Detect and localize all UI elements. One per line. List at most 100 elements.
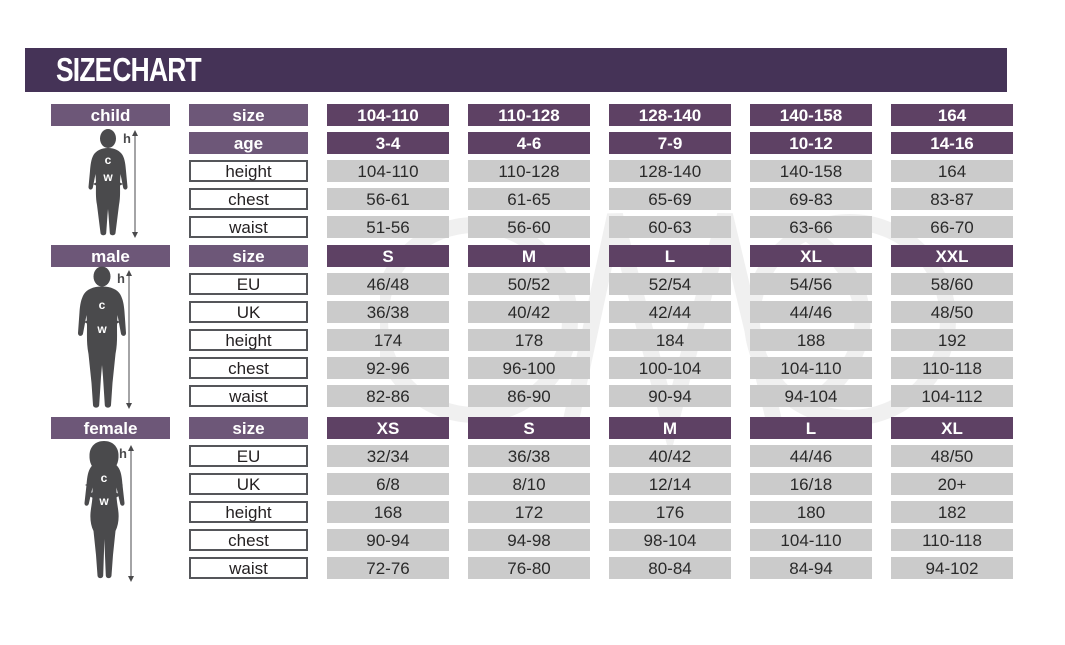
cell-male-size-3: XL — [750, 245, 872, 267]
cell-female-UK-2: 12/14 — [609, 473, 731, 495]
cell-male-chest-0: 92-96 — [327, 357, 449, 379]
cell-female-chest-3: 104-110 — [750, 529, 872, 551]
male-waist-label: w — [96, 322, 107, 336]
row-label-child-size: size — [189, 104, 308, 126]
page-title: SIZE CHART — [56, 51, 202, 88]
cell-child-height-4: 164 — [891, 160, 1013, 182]
female-height-label: h — [119, 446, 127, 461]
size-table-grid-male: male size S M L XL XXL EU 46/48 50/52 52/54 54/56 58… — [51, 245, 1013, 407]
male-body — [78, 286, 126, 408]
cell-male-waist-1: 86-90 — [468, 385, 590, 407]
male-head — [93, 266, 111, 287]
cell-male-waist-3: 94-104 — [750, 385, 872, 407]
cell-male-EU-1: 50/52 — [468, 273, 590, 295]
row-label-child-waist: waist — [189, 216, 308, 238]
row-label-female-UK: UK — [189, 473, 308, 495]
cell-child-waist-0: 51-56 — [327, 216, 449, 238]
cell-child-age-1: 4-6 — [468, 132, 590, 154]
cell-female-waist-3: 84-94 — [750, 557, 872, 579]
row-label-female-EU: EU — [189, 445, 308, 467]
cell-child-size-3: 140-158 — [750, 104, 872, 126]
row-label-female-waist: waist — [189, 557, 308, 579]
cell-child-size-2: 128-140 — [609, 104, 731, 126]
section-header-child: child — [51, 104, 170, 126]
cell-male-waist-2: 90-94 — [609, 385, 731, 407]
cell-male-height-4: 192 — [891, 329, 1013, 351]
cell-female-UK-3: 16/18 — [750, 473, 872, 495]
cell-male-chest-3: 104-110 — [750, 357, 872, 379]
cell-female-UK-1: 8/10 — [468, 473, 590, 495]
female-body — [84, 461, 125, 579]
cell-child-waist-2: 60-63 — [609, 216, 731, 238]
row-label-male-chest: chest — [189, 357, 308, 379]
title-bar: SIZE CHART — [25, 48, 1007, 92]
male-chest-label: c — [99, 298, 106, 312]
cell-male-UK-3: 44/46 — [750, 301, 872, 323]
cell-child-waist-1: 56-60 — [468, 216, 590, 238]
cell-female-height-2: 176 — [609, 501, 731, 523]
cell-child-chest-4: 83-87 — [891, 188, 1013, 210]
cell-child-age-4: 14-16 — [891, 132, 1013, 154]
cell-child-age-3: 10-12 — [750, 132, 872, 154]
cell-child-height-1: 110-128 — [468, 160, 590, 182]
cell-male-UK-0: 36/38 — [327, 301, 449, 323]
row-label-male-UK: UK — [189, 301, 308, 323]
row-label-child-age: age — [189, 132, 308, 154]
female-silhouette: c w h — [84, 441, 134, 582]
male-height-label: h — [117, 271, 125, 286]
size-table-male: male size S M L XL XXL EU 46/48 50/52 52/54 54/56 58… — [51, 245, 1013, 407]
cell-female-EU-1: 36/38 — [468, 445, 590, 467]
cell-male-chest-4: 110-118 — [891, 357, 1013, 379]
cell-child-height-3: 140-158 — [750, 160, 872, 182]
cell-male-waist-0: 82-86 — [327, 385, 449, 407]
size-table-child: child size 104-110 110-128 128-140 140-158 164… — [51, 104, 1013, 238]
cell-child-size-1: 110-128 — [468, 104, 590, 126]
cell-male-size-1: M — [468, 245, 590, 267]
cell-male-waist-4: 104-112 — [891, 385, 1013, 407]
size-table-grid-child: child size 104-110 110-128 128-140 140-158 164… — [51, 104, 1013, 238]
size-table-grid-female: female size XS S M L XL EU 32/34 36/38 40/42 44/46 4… — [51, 417, 1013, 579]
cell-female-size-3: L — [750, 417, 872, 439]
cell-female-height-0: 168 — [327, 501, 449, 523]
cell-female-EU-3: 44/46 — [750, 445, 872, 467]
cell-child-age-0: 3-4 — [327, 132, 449, 154]
cell-child-chest-3: 69-83 — [750, 188, 872, 210]
row-label-child-chest: chest — [189, 188, 308, 210]
child-height-label: h — [123, 131, 131, 146]
cell-male-UK-4: 48/50 — [891, 301, 1013, 323]
row-label-female-size: size — [189, 417, 308, 439]
cell-male-EU-0: 46/48 — [327, 273, 449, 295]
cell-female-UK-0: 6/8 — [327, 473, 449, 495]
cell-female-chest-4: 110-118 — [891, 529, 1013, 551]
cell-male-height-0: 174 — [327, 329, 449, 351]
cell-female-height-3: 180 — [750, 501, 872, 523]
cell-male-UK-1: 40/42 — [468, 301, 590, 323]
cell-male-chest-1: 96-100 — [468, 357, 590, 379]
cell-male-size-0: S — [327, 245, 449, 267]
cell-female-waist-1: 76-80 — [468, 557, 590, 579]
cell-female-EU-2: 40/42 — [609, 445, 731, 467]
child-head — [100, 129, 116, 148]
cell-child-age-2: 7-9 — [609, 132, 731, 154]
cell-child-size-0: 104-110 — [327, 104, 449, 126]
child-silhouette: c w h — [88, 129, 138, 238]
section-header-male: male — [51, 245, 170, 267]
row-label-female-chest: chest — [189, 529, 308, 551]
cell-child-size-4: 164 — [891, 104, 1013, 126]
row-label-male-EU: EU — [189, 273, 308, 295]
cell-male-EU-2: 52/54 — [609, 273, 731, 295]
cell-child-height-2: 128-140 — [609, 160, 731, 182]
cell-male-EU-3: 54/56 — [750, 273, 872, 295]
cell-male-EU-4: 58/60 — [891, 273, 1013, 295]
cell-male-height-2: 184 — [609, 329, 731, 351]
cell-male-height-1: 178 — [468, 329, 590, 351]
cell-male-chest-2: 100-104 — [609, 357, 731, 379]
cell-female-chest-2: 98-104 — [609, 529, 731, 551]
cell-child-chest-1: 61-65 — [468, 188, 590, 210]
row-label-male-size: size — [189, 245, 308, 267]
cell-male-UK-2: 42/44 — [609, 301, 731, 323]
row-label-male-height: height — [189, 329, 308, 351]
cell-female-chest-1: 94-98 — [468, 529, 590, 551]
cell-male-size-2: L — [609, 245, 731, 267]
child-waist-label: w — [102, 170, 113, 184]
